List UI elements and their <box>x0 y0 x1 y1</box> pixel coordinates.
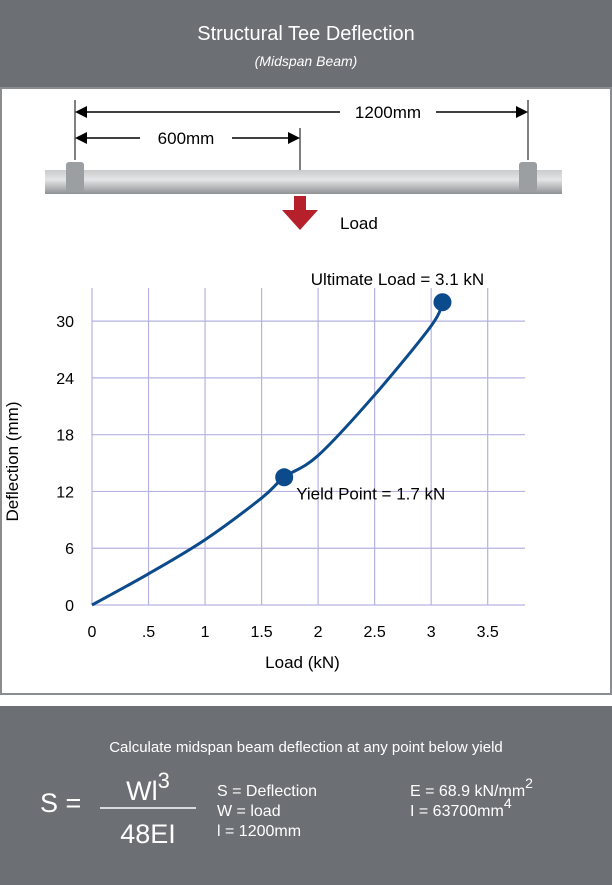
title: Structural Tee Deflection <box>197 23 415 45</box>
load-arrow <box>294 196 306 210</box>
x-tick-label: 3 <box>427 624 436 641</box>
beam <box>45 170 562 194</box>
beam-diagram: 1200mm 600mm Load <box>45 100 562 233</box>
e-def: E = 68.9 kN/mm <box>410 783 525 800</box>
x-tick-label: 2 <box>314 624 323 641</box>
x-tick-label: .5 <box>142 624 155 641</box>
x-tick-label: 2.5 <box>364 624 386 641</box>
x-tick-label: 0 <box>88 624 97 641</box>
formula-denominator: 48EI <box>120 819 176 849</box>
y-tick-label: 12 <box>56 484 74 501</box>
y-tick-label: 0 <box>65 598 74 615</box>
i-def: I = 63700mm <box>410 803 504 820</box>
header-band <box>0 0 612 88</box>
subtitle: (Midspan Beam) <box>255 53 358 69</box>
x-tick-label: 3.5 <box>477 624 499 641</box>
support <box>66 162 84 192</box>
x-tick-label: 1 <box>201 624 210 641</box>
chart: 0 6 12 18 24 30 0 .5 1 1.5 2 2.5 3 3.5 Load (kN) Deflec… <box>3 270 525 672</box>
y-axis-label: Deflection (mm) <box>3 402 22 522</box>
def: l = 1200mm <box>217 823 301 840</box>
span-label: 1200mm <box>355 103 421 122</box>
exponent: 2 <box>525 775 533 791</box>
numerator: Wl <box>126 776 157 806</box>
def: W = load <box>217 803 281 820</box>
formula-intro: Calculate midspan beam deflection at any… <box>109 739 503 756</box>
formula-lhs: S = <box>40 788 81 818</box>
point-label: Ultimate Load = 3.1 kN <box>311 270 484 289</box>
def: I = 63700mm4 <box>410 795 512 820</box>
y-tick-label: 24 <box>56 371 74 388</box>
half-span-label: 600mm <box>158 129 215 148</box>
support <box>519 162 537 192</box>
point-marker <box>433 293 452 312</box>
def: S = Deflection <box>217 783 317 800</box>
load-label: Load <box>340 214 378 233</box>
x-axis-label: Load (kN) <box>265 653 340 672</box>
exponent: 3 <box>158 768 170 793</box>
def: E = 68.9 kN/mm2 <box>410 775 533 800</box>
point-label: Yield Point = 1.7 kN <box>296 484 445 503</box>
exponent: 4 <box>504 795 512 811</box>
formula-numerator: Wl3 <box>126 768 170 806</box>
y-tick-label: 6 <box>65 541 74 558</box>
load-arrow <box>282 210 318 230</box>
x-tick-label: 1.5 <box>250 624 272 641</box>
y-tick-label: 18 <box>56 428 74 445</box>
formula-band <box>0 706 612 885</box>
point-marker <box>275 468 294 487</box>
y-tick-label: 30 <box>56 314 74 331</box>
